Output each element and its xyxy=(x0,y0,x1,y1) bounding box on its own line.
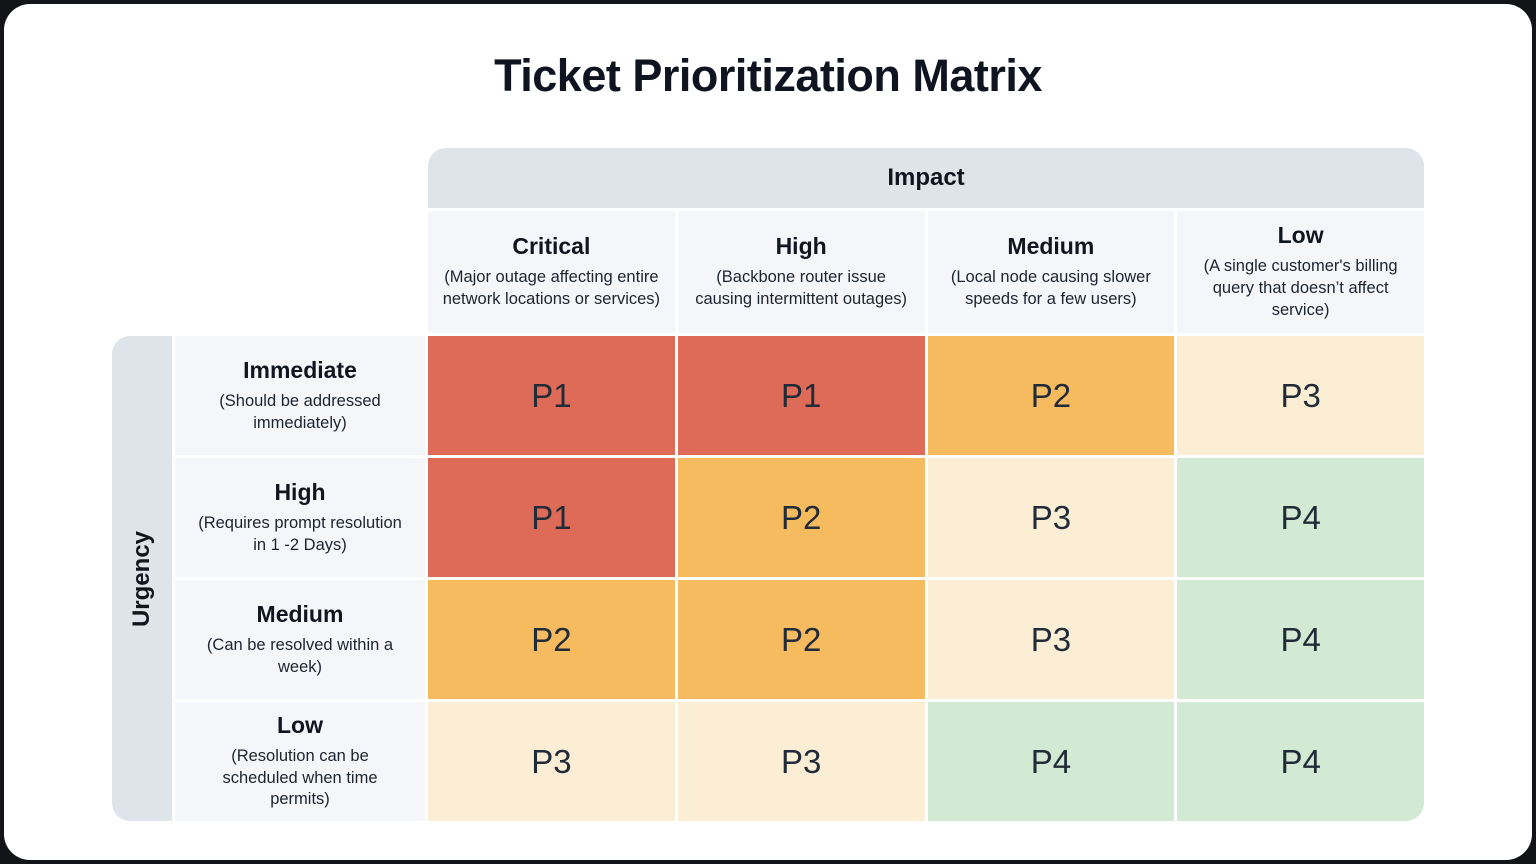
priority-cell: P2 xyxy=(927,336,1175,455)
row-description: (Should be addressed immediately) xyxy=(219,391,381,432)
column-description: (Major outage affecting entire network l… xyxy=(442,268,661,308)
priority-cell: P4 xyxy=(1177,702,1424,821)
priority-cell: P2 xyxy=(677,580,925,699)
priority-cell: P1 xyxy=(428,458,675,577)
impact-axis-header: Impact xyxy=(428,148,1424,208)
row-label: High xyxy=(274,478,326,505)
urgency-axis-label: Urgency xyxy=(128,530,156,627)
priority-cell: P4 xyxy=(1177,458,1424,577)
priority-cell: P3 xyxy=(927,458,1175,577)
row-description: (Can be resolved within a week) xyxy=(206,635,394,676)
column-label: Low xyxy=(1277,222,1324,249)
matrix-card: Ticket Prioritization Matrix Impact Crit… xyxy=(4,4,1532,860)
row-header-high: High (Requires prompt resolution in 1 -2… xyxy=(175,458,425,577)
column-description: (Backbone router issue causing intermitt… xyxy=(695,268,908,308)
priority-cell: P1 xyxy=(677,336,925,455)
priority-cell: P2 xyxy=(428,580,675,699)
row-label: Low xyxy=(277,711,323,738)
column-header-low: Low (A single customer's billing query t… xyxy=(1177,211,1424,333)
priority-cell: P4 xyxy=(927,702,1175,821)
column-header-high: High (Backbone router issue causing inte… xyxy=(677,211,925,333)
column-label: Medium xyxy=(1007,233,1095,260)
column-label: High xyxy=(775,233,827,260)
prioritization-matrix: Impact Critical (Major outage affecting … xyxy=(112,148,1424,821)
row-header-medium: Medium (Can be resolved within a week) xyxy=(175,580,425,699)
page-title: Ticket Prioritization Matrix xyxy=(494,50,1042,101)
priority-cell: P4 xyxy=(1177,580,1424,699)
priority-cell: P3 xyxy=(1177,336,1424,455)
row-header-low: Low (Resolution can be scheduled when ti… xyxy=(175,702,425,821)
row-header-immediate: Immediate (Should be addressed immediate… xyxy=(175,336,425,455)
column-description: (Local node causing slower speeds for a … xyxy=(950,268,1151,308)
priority-cell: P3 xyxy=(428,702,675,821)
column-header-medium: Medium (Local node causing slower speeds… xyxy=(927,211,1175,333)
priority-cell: P3 xyxy=(677,702,925,821)
column-description: (A single customer's billing query that … xyxy=(1203,257,1398,319)
row-label: Immediate xyxy=(243,356,357,383)
priority-cell: P3 xyxy=(927,580,1175,699)
row-description: (Resolution can be scheduled when time p… xyxy=(222,746,378,809)
column-header-critical: Critical (Major outage affecting entire … xyxy=(428,211,675,333)
priority-cell: P2 xyxy=(677,458,925,577)
row-description: (Requires prompt resolution in 1 -2 Days… xyxy=(198,513,402,554)
column-label: Critical xyxy=(512,233,591,260)
row-label: Medium xyxy=(256,600,344,627)
urgency-axis-header: Urgency xyxy=(112,336,172,821)
priority-cell: P1 xyxy=(428,336,675,455)
